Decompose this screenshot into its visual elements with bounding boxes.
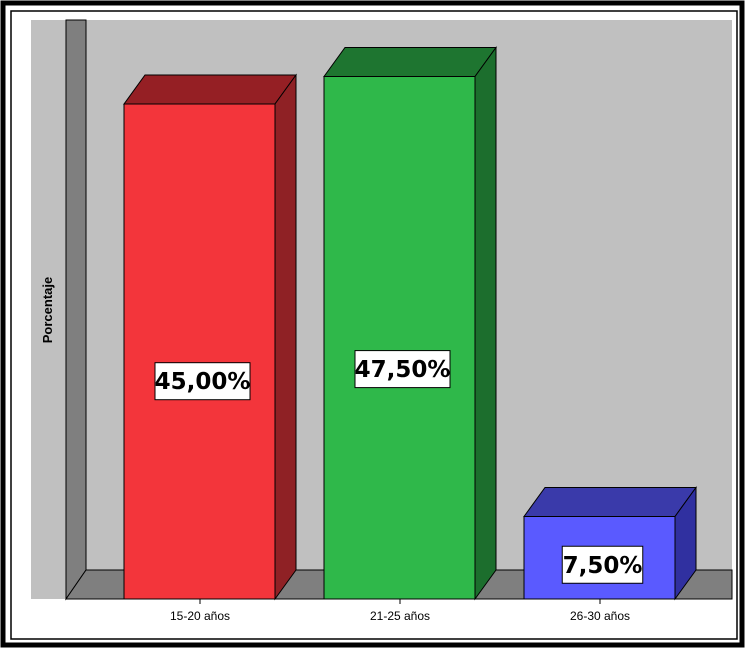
inner-border (10, 10, 738, 640)
bar-side-1 (274, 73, 297, 601)
x-tick-label-2: 21-25 años (370, 609, 430, 623)
x-tick-label-3: 26-30 años (570, 609, 630, 623)
data-label-2: 47,50% (354, 350, 451, 389)
bar-front-1 (123, 103, 276, 600)
bar-front-2 (323, 76, 476, 600)
bars-layer (123, 45, 697, 601)
data-label-3: 7,50% (561, 545, 644, 584)
data-label-box-1 (154, 362, 251, 401)
ticks-layer: 15-20 años 21-25 años 26-30 años (170, 599, 630, 623)
x-tick-label-1: 15-20 años (170, 609, 230, 623)
data-label-text-2: 47,50% (355, 357, 451, 383)
bar-2 (323, 45, 497, 601)
side-wall (65, 19, 87, 601)
y-axis-label: Porcentaje (40, 277, 55, 343)
data-label-text-1: 45,00% (155, 369, 251, 395)
data-label-text-3: 7,50% (563, 553, 643, 579)
bar-top-1 (123, 74, 297, 105)
bar-side-2 (474, 45, 497, 601)
data-labels-layer: 45,00% 47,50% 7,50% (154, 350, 644, 584)
data-label-box-2 (354, 350, 451, 389)
bar-top-3 (523, 487, 697, 517)
bar-top-2 (323, 47, 497, 77)
data-label-1: 45,00% (154, 362, 251, 401)
bar-1 (123, 73, 297, 601)
bar-side-3 (674, 485, 697, 601)
data-label-box-3 (561, 545, 644, 584)
